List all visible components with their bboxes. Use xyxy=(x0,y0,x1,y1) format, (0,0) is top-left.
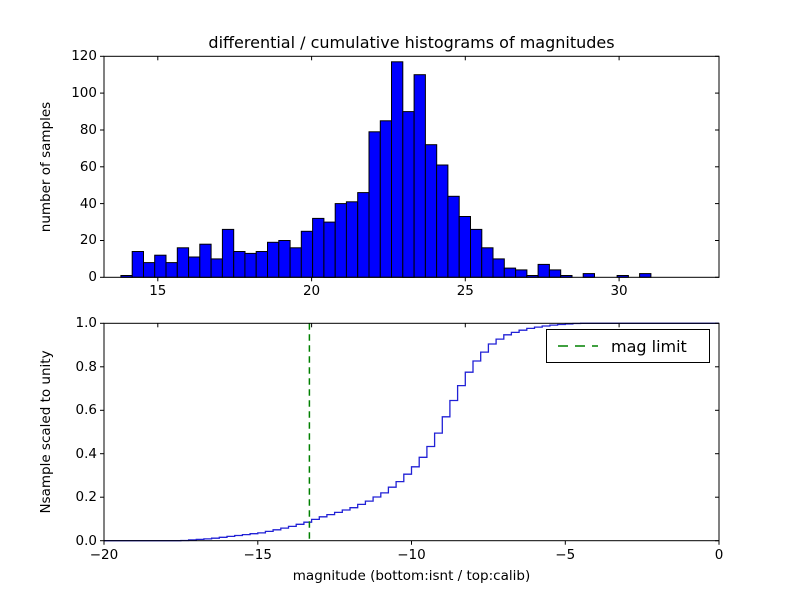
histogram-bar xyxy=(470,228,483,278)
bottom-y-tick-label: 0.8 xyxy=(75,358,97,375)
top-y-tick-label: 120 xyxy=(71,48,97,65)
top-y-tick-label: 20 xyxy=(79,232,97,249)
histogram-bar xyxy=(481,247,494,278)
histogram-bar xyxy=(289,247,302,278)
top-x-tick-label: 20 xyxy=(302,283,321,300)
histogram-bar xyxy=(165,262,178,278)
top-y-tick-label: 100 xyxy=(71,85,97,102)
histogram-bar xyxy=(345,201,359,278)
top-y-tick-label: 0 xyxy=(88,269,97,286)
histogram-bar xyxy=(379,120,393,278)
bottom-x-tick-label: −5 xyxy=(555,546,576,563)
histogram-bar xyxy=(458,216,472,278)
cumulative-curve xyxy=(104,322,719,542)
legend-label: mag limit xyxy=(611,336,687,356)
bottom-x-tick-label: −20 xyxy=(89,546,119,563)
histogram-bar xyxy=(402,111,415,278)
histogram-bar xyxy=(154,254,167,278)
histogram-bar xyxy=(368,131,381,278)
histogram-bar xyxy=(503,267,517,278)
top-x-tick-label: 25 xyxy=(456,283,474,300)
histogram-bar xyxy=(413,74,426,278)
histogram-bar xyxy=(639,273,652,278)
histogram-bar xyxy=(255,251,269,278)
histogram-bar xyxy=(515,269,528,278)
bottom-y-tick-label: 1.0 xyxy=(75,315,97,332)
bottom-x-tick-label: −15 xyxy=(243,546,273,563)
axes-frame xyxy=(103,322,720,542)
histogram-bar xyxy=(548,269,562,278)
histogram-bar xyxy=(357,192,370,278)
top-x-tick-label: 15 xyxy=(149,283,167,300)
legend: mag limit xyxy=(546,329,710,363)
histogram-bar xyxy=(199,243,212,278)
histogram-bar xyxy=(188,256,201,278)
histogram-bar xyxy=(267,241,280,278)
bottom-y-tick-label: 0.4 xyxy=(75,445,97,462)
histogram-bar xyxy=(436,164,449,278)
histogram-bar xyxy=(221,228,235,278)
histogram-bar xyxy=(492,258,505,278)
top-y-tick-label: 60 xyxy=(79,158,97,175)
legend-dash-icon xyxy=(558,345,598,347)
bottom-y-tick-label: 0.6 xyxy=(75,402,97,419)
histogram-bar xyxy=(334,203,348,278)
histogram-bar xyxy=(537,263,550,278)
histogram-bar xyxy=(278,240,291,278)
bottom-x-tick-label: 0 xyxy=(714,546,724,563)
top-y-tick-label: 80 xyxy=(79,121,97,138)
histogram-bar xyxy=(312,217,325,278)
histogram-bar xyxy=(244,252,257,278)
top-y-tick-label: 40 xyxy=(79,195,97,212)
histogram-bar xyxy=(424,144,438,278)
histogram-bar xyxy=(176,247,190,278)
bottom-y-tick-label: 0.0 xyxy=(75,532,97,549)
histogram-bar xyxy=(582,273,596,278)
histogram-bar xyxy=(447,195,460,278)
histogram-bar xyxy=(233,251,246,278)
bottom-y-tick-label: 0.2 xyxy=(75,489,97,506)
bottom-x-axis-label: magnitude (bottom:isnt / top:calib) xyxy=(292,568,531,584)
histogram-bar xyxy=(300,230,314,278)
histogram-bar xyxy=(143,262,156,278)
bottom-x-tick-label: −10 xyxy=(397,546,426,563)
histogram-bar xyxy=(210,258,223,278)
histogram-bar xyxy=(323,221,336,278)
histogram-bar xyxy=(391,61,404,278)
top-x-tick-label: 30 xyxy=(610,283,628,300)
histogram-bar xyxy=(131,251,144,278)
figure-title: differential / cumulative histograms of … xyxy=(208,33,615,52)
